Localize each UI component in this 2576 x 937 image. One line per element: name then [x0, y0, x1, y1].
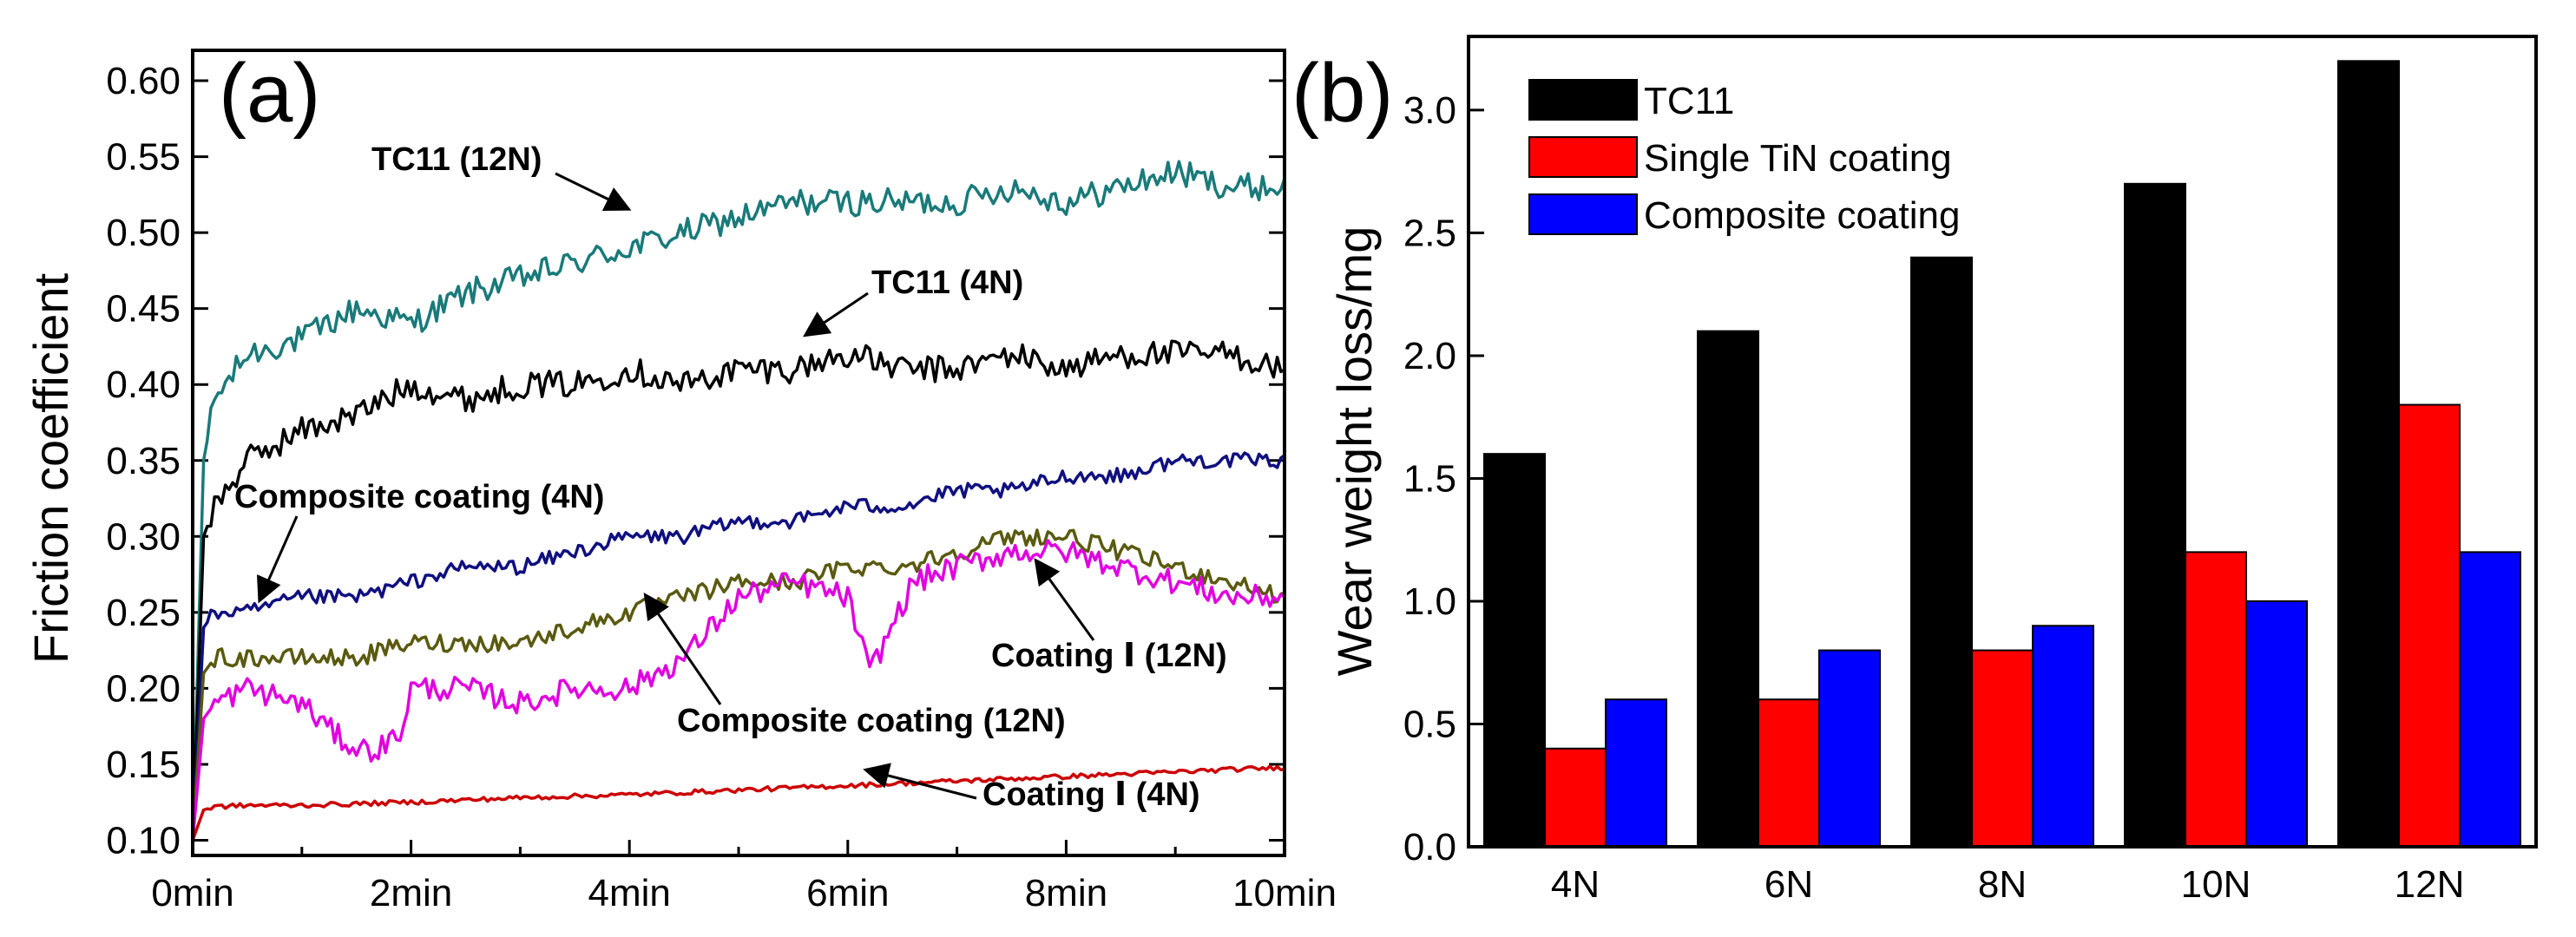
wear-y-tick-label: 2.5 [1403, 212, 1456, 254]
friction-annotations: TC11 (12N) TC11 (4N) Composite coating (… [234, 141, 1227, 813]
bar-tc11-6n [1697, 330, 1759, 848]
annotation-composite-4n: Composite coating (4N) [234, 479, 604, 515]
legend-swatch-single-tin [1528, 136, 1638, 178]
panel-a-label: (a) [219, 47, 320, 140]
friction-x-tick-label: 8min [1025, 872, 1107, 914]
annotation-composite-4n-arrow [256, 515, 299, 604]
bar-composite-coating-4n [1605, 698, 1667, 848]
bar-tc11-12n [2337, 60, 2400, 848]
bar-single-tin-coating-4n [1544, 747, 1607, 849]
wear-y-tick-label: 0.0 [1403, 826, 1456, 868]
friction-y-tick-label: 0.40 [106, 364, 181, 406]
bar-single-tin-coating-10n [2185, 551, 2247, 848]
annotation-composite-12n-arrow [643, 593, 722, 705]
legend-label-composite: Composite coating [1644, 194, 1960, 237]
friction-x-ticks: 0min 2min 4min 6min 8min 10min [151, 840, 1337, 914]
friction-y-tick-label: 0.20 [106, 667, 181, 710]
bar-tc11-4n [1483, 453, 1546, 848]
friction-chart: Friction coefficient 0.10 0.15 0.20 0.25 0.3… [23, 47, 1337, 914]
friction-y-tick-label: 0.30 [106, 515, 181, 558]
annotation-tc11-4n: TC11 (4N) [871, 265, 1023, 301]
wear-chart: Wear weight loss/mg 0.0 0.5 1.0 1.5 2.0 2.5 3.… [1291, 35, 2538, 906]
annotation-tc11-12n-arrow [555, 172, 632, 211]
series-line-coating-i-4n [191, 764, 1285, 842]
bar-tc11-8n [1910, 256, 1973, 848]
bar-single-tin-coating-8n [1971, 649, 2034, 848]
bar-tc11-10n [2124, 182, 2186, 848]
wear-bars [1483, 60, 2521, 849]
wear-y-ticks: 0.0 0.5 1.0 1.5 2.0 2.5 3.0 [1403, 89, 1484, 868]
wear-y-tick-label: 3.0 [1403, 89, 1456, 132]
wear-y-tick-label: 2.0 [1403, 335, 1456, 377]
legend-label-tc11: TC11 [1644, 80, 1734, 122]
annotation-tc11-4n-arrow [803, 292, 869, 337]
bar-single-tin-coating-6n [1758, 698, 1820, 848]
legend-swatch-tc11 [1528, 79, 1638, 121]
annotation-coating-i-4n: Coating Ⅰ (4N) [982, 776, 1200, 813]
friction-y-axis-title: Friction coefficient [23, 272, 78, 664]
friction-y-ticks: 0.10 0.15 0.20 0.25 0.30 0.35 0.40 0.45 0.50 0.55… [106, 60, 1285, 862]
friction-y-tick-label: 0.50 [106, 212, 181, 254]
friction-y-tick-label: 0.15 [106, 744, 181, 786]
friction-y-tick-label: 0.25 [106, 592, 181, 634]
friction-x-tick-label: 2min [370, 872, 452, 914]
panel-b-label: (b) [1291, 47, 1393, 140]
friction-plot-frame [191, 49, 1286, 857]
friction-x-tick-label: 10min [1232, 872, 1337, 914]
series-line-coating-i-12n [191, 539, 1285, 841]
wear-legend: TC11 Single TiN coating Composite coatin… [1528, 79, 1960, 237]
friction-y-tick-label: 0.35 [106, 440, 181, 482]
wear-x-tick-label: 4N [1551, 863, 1600, 906]
wear-y-tick-label: 1.0 [1403, 580, 1456, 623]
annotation-coating-i-4n-arrow [863, 763, 977, 800]
friction-y-tick-label: 0.45 [106, 288, 181, 331]
friction-y-tick-label: 0.55 [106, 136, 181, 179]
wear-x-tick-label: 12N [2395, 863, 2465, 906]
friction-series [191, 160, 1286, 842]
legend-label-single-tin: Single TiN coating [1644, 137, 1952, 180]
friction-x-tick-label: 0min [151, 872, 233, 914]
annotation-tc11-12n: TC11 (12N) [371, 141, 542, 178]
bar-composite-coating-10n [2245, 600, 2308, 849]
friction-y-tick-label: 0.10 [106, 819, 181, 862]
annotation-coating-i-12n-arrow [1034, 558, 1095, 641]
series-line-tc11-12n [191, 160, 1286, 841]
wear-x-tick-label: 8N [1978, 863, 2027, 906]
wear-plot-frame [1467, 35, 2538, 849]
bar-single-tin-coating-12n [2398, 403, 2461, 848]
wear-x-tick-label: 10N [2181, 863, 2251, 906]
friction-x-tick-label: 4min [588, 872, 671, 914]
friction-x-tick-label: 6min [806, 872, 889, 914]
series-line-composite-coating-4n [191, 451, 1286, 841]
annotation-composite-12n: Composite coating (12N) [677, 703, 1066, 739]
bar-composite-coating-8n [2032, 625, 2094, 848]
wear-y-tick-label: 0.5 [1403, 703, 1456, 745]
wear-x-tick-label: 6N [1764, 863, 1813, 906]
friction-y-tick-label: 0.60 [106, 60, 181, 102]
bar-composite-coating-12n [2459, 551, 2521, 848]
wear-y-axis-title: Wear weight loss/mg [1327, 226, 1382, 677]
legend-swatch-composite [1528, 193, 1638, 235]
wear-y-tick-label: 1.5 [1403, 457, 1456, 500]
annotation-coating-i-12n: Coating Ⅰ (12N) [991, 638, 1227, 674]
series-line-composite-coating-12n [191, 528, 1285, 841]
series-line-tc11-4n [191, 339, 1285, 841]
bar-composite-coating-6n [1818, 649, 1881, 848]
